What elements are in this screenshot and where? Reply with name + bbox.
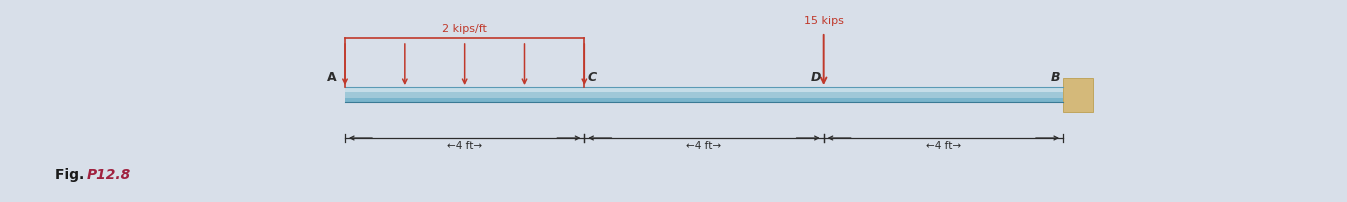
Bar bbox=[345, 87, 1063, 92]
Text: Fig.: Fig. bbox=[55, 168, 89, 182]
Bar bbox=[345, 92, 1063, 98]
Text: 15 kips: 15 kips bbox=[804, 16, 843, 26]
Text: P12.8: P12.8 bbox=[88, 168, 131, 182]
Text: ←4 ft→: ←4 ft→ bbox=[447, 141, 482, 151]
Text: C: C bbox=[587, 71, 597, 84]
Text: ←4 ft→: ←4 ft→ bbox=[925, 141, 960, 151]
Text: A: A bbox=[327, 71, 337, 84]
Text: B: B bbox=[1051, 71, 1060, 84]
Bar bbox=[1063, 78, 1092, 112]
Text: D: D bbox=[811, 71, 820, 84]
Text: 2 kips/ft: 2 kips/ft bbox=[442, 24, 488, 34]
Bar bbox=[345, 98, 1063, 102]
Text: ←4 ft→: ←4 ft→ bbox=[687, 141, 722, 151]
